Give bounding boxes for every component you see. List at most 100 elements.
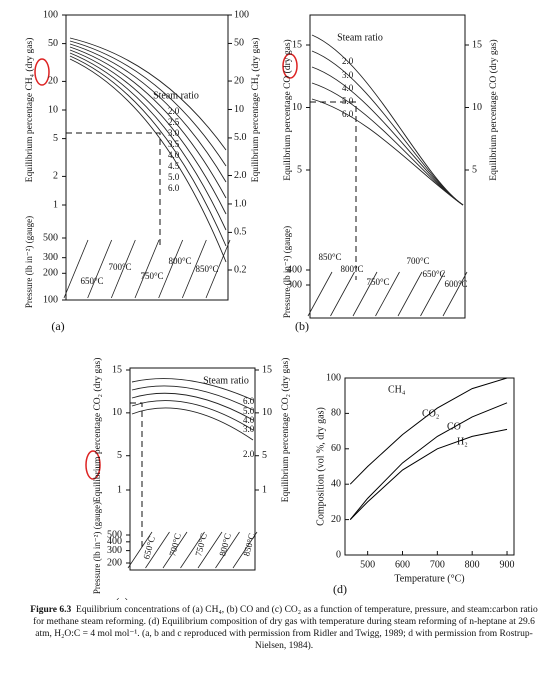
y2-axis-label: Equilibrium percentage CH₄ (dry gas) [250,38,261,183]
curve [131,392,254,421]
tick-label: 15 [262,364,272,375]
line [349,402,508,520]
line [349,377,508,485]
tick-label: 500 [43,232,58,243]
tick-label: 5 [472,164,477,175]
tick-label: 20 [48,76,58,87]
temperature-label: 800°C [168,256,191,266]
ratio-label: 6.0 [243,396,255,406]
x-axis-label: Temperature (°C) [394,573,464,584]
hatch [134,239,160,299]
ratio-label: 3.0 [168,128,180,138]
tick-label: 1 [117,484,122,495]
curve [69,55,227,247]
temperature-label: 850°C [195,264,218,274]
x-tick-label: 800 [465,559,480,570]
curve [69,46,227,199]
curve [131,385,254,411]
hatch [162,531,188,569]
panel-frame [129,367,256,571]
tick-label: 0.5 [234,227,247,238]
guide [66,132,161,248]
curve [131,400,254,431]
tick-label: 10 [48,104,58,115]
curve [69,43,227,183]
tick-label: 300 [43,252,58,263]
temperature-label: 650°C [80,276,103,286]
ratio-label: 5.0 [168,172,180,182]
hatch [197,531,223,569]
tick-label: 5 [297,164,302,175]
y-tick-label: 0 [336,549,341,560]
tick-label: 300 [107,545,122,556]
tick-label: 10 [292,102,302,113]
tick-label: 1 [53,199,58,210]
temperature-label: 800°C [340,264,363,274]
panel-frame [309,14,466,319]
ratio-label: 4.0 [168,150,180,160]
guide [130,402,143,550]
hatch [232,531,258,569]
curve [69,37,227,151]
curve [131,407,254,441]
tick-label: 100 [43,9,58,20]
pressure-axis-label: Pressure (lb in⁻²) (gauge) [282,226,292,318]
ratio-label: 6.0 [342,109,354,119]
hatch [330,271,355,317]
hatch [63,239,89,299]
caption-label: Figure 6.3 [30,605,72,615]
hatch [87,239,113,299]
guide [310,101,357,280]
annotation: CH₄ [388,384,406,395]
ratio-label: 3.0 [243,424,255,434]
temperature-label: 600°C [444,279,467,289]
caption-text: Equilibrium concentrations of (a) CH₄, (… [33,605,538,651]
legend-title: Steam ratio [153,90,199,101]
pressure-axis-label: Pressure (lb in⁻²) (gauge) [24,216,34,308]
curve [311,34,464,206]
hatch [397,271,423,317]
tick-label: 200 [43,268,58,279]
hatch [307,271,333,317]
tick-label: 300 [287,279,302,290]
annotation: CO₂ [422,408,439,419]
hatch [352,271,378,317]
panel-label: (c) [115,595,128,600]
curve [69,40,227,167]
hatch [145,531,170,569]
tick-label: 100 [234,9,249,20]
temperature-label: 700°C [167,532,183,557]
x-tick-label: 500 [360,559,375,570]
tick-label: 5 [262,450,267,461]
y-axis-label: Composition (vol %, dry gas) [315,407,326,526]
y2-axis-label: Equilibrium percentage CO₂ (dry gas) [280,358,291,503]
tick-label: 500 [107,529,122,540]
hatch [110,239,136,299]
hatch [420,271,445,317]
tick-label: 100 [43,294,58,305]
tick-label: 0.2 [234,264,247,275]
curve [131,378,254,401]
legend-title: Steam ratio [203,375,249,386]
tick-label: 50 [48,38,58,49]
tick-label: 10 [234,104,244,115]
curve [69,58,227,263]
panel-frame [65,14,229,301]
hatch [205,239,231,299]
annotation: H₂ [457,436,468,447]
temperature-label: 700°C [406,256,429,266]
tick-label: 5.0 [234,132,247,143]
curve [311,50,464,206]
curve [311,82,464,206]
y-axis-label: Equilibrium percentage CO (dry gas) [282,39,293,180]
pressure-axis-label: Pressure (lb in⁻²) (gauge) [92,502,102,594]
x-tick-label: 900 [500,559,515,570]
y-tick-label: 100 [326,372,341,383]
tick-label: 200 [107,557,122,568]
y-tick-label: 80 [331,408,341,419]
tick-label: 1.0 [234,198,247,209]
hatch [215,531,240,569]
ratio-label: 2.0 [243,449,255,459]
temperature-label: 850°C [318,252,341,262]
